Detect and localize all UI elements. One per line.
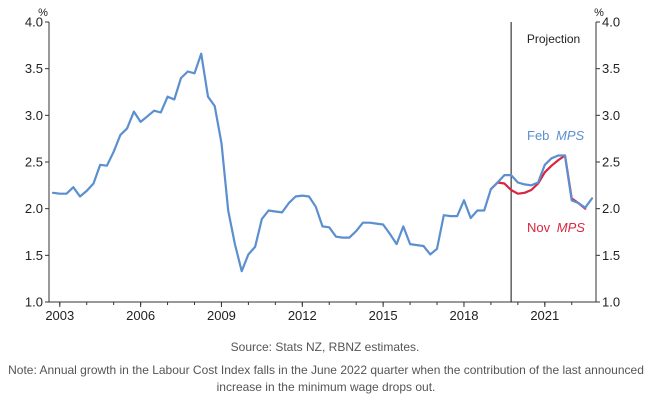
- x-tick-label: 2018: [450, 308, 479, 323]
- y-tick-label-left: 4.0: [25, 15, 43, 30]
- x-ticks: 2003 2006 2009 2012 2015 2018 2021: [45, 302, 573, 323]
- x-tick-label: 2009: [207, 308, 236, 323]
- y-tick-label-left: 1.5: [25, 248, 43, 263]
- y-tick-label-left: 3.5: [25, 61, 43, 76]
- x-tick-label: 2015: [369, 308, 398, 323]
- footnote: Note: Annual growth in the Labour Cost I…: [8, 363, 644, 394]
- series-label-text: Nov: [527, 220, 554, 235]
- y-tick-label-right: 1.0: [602, 295, 620, 310]
- x-tick-label: 2006: [126, 308, 155, 323]
- series-label-nov-mps: Nov MPS: [527, 220, 585, 235]
- series-label-italic: MPS: [557, 220, 586, 235]
- series-line-feb-mps: [51, 52, 594, 273]
- axes: [48, 22, 597, 303]
- y-tick-label-left: 2.0: [25, 201, 43, 216]
- x-tick-label: 2003: [45, 308, 74, 323]
- y-unit-right: %: [594, 7, 604, 19]
- x-tick-label: 2021: [530, 308, 559, 323]
- series-label-text: Feb: [527, 128, 553, 143]
- y-tick-label-right: 3.5: [602, 61, 620, 76]
- projection-label: Projection: [527, 32, 580, 46]
- projection-marker: Projection: [510, 22, 580, 302]
- y-tick-label-left: 3.0: [25, 108, 43, 123]
- series-label-feb-mps: Feb MPS: [527, 128, 585, 143]
- series-lines: [51, 52, 594, 273]
- y-ticks-right: 1.0 1.5 2.0 2.5 3.0 3.5 4.0: [596, 15, 620, 310]
- labour-cost-index-chart: % % 1.0 1.5 2.0 2.5 3.0 3.5 4.0 1.0 1.5 2.0 2.5 3.…: [25, 7, 620, 323]
- y-tick-label-right: 2.5: [602, 155, 620, 170]
- y-tick-label-right: 3.0: [602, 108, 620, 123]
- y-ticks-left: 1.0 1.5 2.0 2.5 3.0 3.5 4.0: [25, 15, 49, 310]
- y-tick-label-right: 2.0: [602, 201, 620, 216]
- y-tick-label-left: 2.5: [25, 155, 43, 170]
- y-tick-label-left: 1.0: [25, 295, 43, 310]
- source-note: Source: Stats NZ, RBNZ estimates.: [230, 340, 420, 354]
- y-tick-label-right: 1.5: [602, 248, 620, 263]
- y-tick-label-right: 4.0: [602, 15, 620, 30]
- series-label-italic: MPS: [556, 128, 585, 143]
- y-unit-left: %: [38, 7, 48, 19]
- x-tick-label: 2012: [288, 308, 317, 323]
